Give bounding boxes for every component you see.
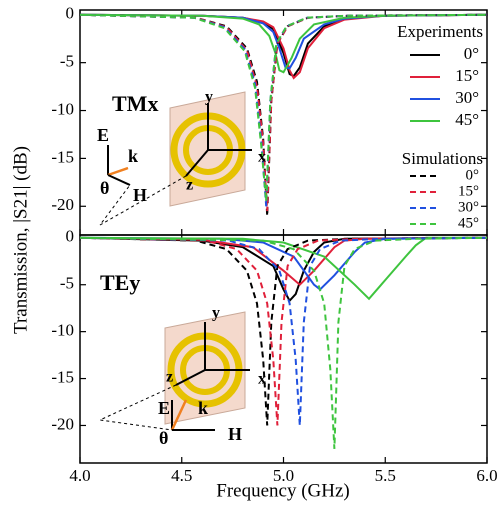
inset-label: x — [258, 149, 266, 166]
panel-label: TEy — [100, 270, 140, 295]
x-tick-label: 4.5 — [171, 466, 192, 485]
y-axis-label: Transmission, |S21| (dB) — [10, 146, 31, 334]
y-tick-label: -20 — [51, 195, 74, 214]
inset-label: H — [228, 424, 242, 444]
inset-label: z — [166, 369, 173, 386]
line-series — [80, 236, 487, 301]
legend-heading: Experiments — [397, 22, 483, 41]
y-tick-label: 0 — [66, 227, 75, 246]
line-series — [80, 236, 487, 287]
line-series — [80, 236, 487, 426]
y-tick-label: -10 — [51, 99, 74, 118]
line-series — [80, 236, 487, 449]
y-tick-label: -10 — [51, 321, 74, 340]
x-axis-label: Frequency (GHz) — [216, 480, 349, 501]
legend-heading: Simulations — [402, 149, 483, 168]
legend-label: 45° — [455, 110, 479, 129]
legend-label: 0° — [466, 167, 480, 183]
inset-label: z — [186, 177, 193, 194]
inset-bottom — [98, 311, 250, 431]
y-tick-label: -20 — [51, 414, 74, 433]
line-series — [80, 236, 487, 426]
legend-label: 45° — [458, 215, 479, 231]
inset-label: y — [205, 89, 213, 106]
legend-label: 30° — [455, 88, 479, 107]
legend-label: 15° — [455, 66, 479, 85]
plot-frame — [79, 234, 488, 464]
x-tick-label: 5.5 — [375, 466, 396, 485]
inset-top — [99, 91, 252, 226]
x-tick-label: 5.0 — [273, 466, 294, 485]
line-series — [80, 13, 487, 74]
x-tick-label: 4.0 — [69, 466, 90, 485]
inset-label: H — [133, 185, 147, 205]
inset-label: θ — [159, 428, 168, 448]
x-tick-label: 6.0 — [476, 466, 497, 485]
y-tick-label: -5 — [60, 52, 74, 71]
y-tick-label: -15 — [51, 367, 74, 386]
inset-label: k — [198, 398, 208, 418]
y-tick-label: -5 — [60, 274, 74, 293]
y-tick-label: -15 — [51, 147, 74, 166]
inset-label: x — [258, 371, 266, 388]
inset-label: y — [212, 305, 220, 322]
legend-label: 30° — [458, 199, 479, 215]
line-series — [80, 236, 487, 303]
inset-label: E — [97, 125, 109, 145]
line-series — [80, 13, 487, 70]
legend-label: 0° — [464, 44, 479, 63]
line-series — [80, 236, 487, 426]
panel-label: TMx — [112, 91, 158, 116]
legend-label: 15° — [458, 183, 479, 199]
inset-label: E — [158, 398, 170, 418]
inset-label: θ — [100, 178, 109, 198]
y-tick-label: 0 — [66, 4, 75, 23]
inset-label: k — [128, 146, 138, 166]
